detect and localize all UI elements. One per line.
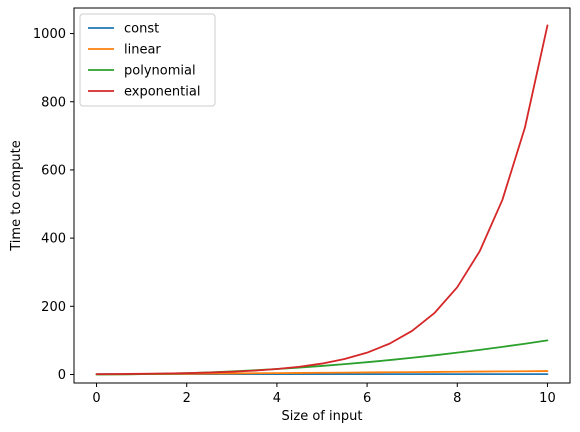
- legend-box: [79, 13, 216, 107]
- x-tick-label: 8: [453, 391, 461, 406]
- y-tick-label: 800: [41, 95, 66, 110]
- legend-label-exponential: exponential: [124, 85, 200, 100]
- x-tick-label: 10: [539, 391, 556, 406]
- x-tick-label: 4: [273, 391, 281, 406]
- legend-label-polynomial: polynomial: [124, 64, 196, 79]
- y-tick-label: 200: [41, 300, 66, 315]
- y-axis: 0 200 400 600 800 1000: [33, 27, 74, 383]
- series-line-exponential: [95, 24, 549, 376]
- plot-frame: [73, 7, 571, 384]
- legend: const linear polynomial exponential: [79, 13, 216, 107]
- series-line-polynomial: [95, 339, 549, 376]
- x-tick-label: 2: [183, 391, 191, 406]
- y-tick-label: 600: [41, 163, 66, 178]
- x-axis: 0 2 4 6 8 10: [92, 383, 556, 406]
- y-axis-label: Time to compute: [9, 140, 24, 251]
- series-lines: [95, 24, 549, 376]
- y-tick-label: 1000: [33, 27, 66, 42]
- x-tick-label: 0: [92, 391, 100, 406]
- x-axis-label: Size of input: [282, 409, 363, 424]
- x-tick-label: 6: [363, 391, 371, 406]
- y-tick-label: 400: [41, 232, 66, 247]
- legend-label-const: const: [124, 22, 159, 37]
- legend-label-linear: linear: [124, 43, 161, 58]
- y-tick-label: 0: [58, 368, 66, 383]
